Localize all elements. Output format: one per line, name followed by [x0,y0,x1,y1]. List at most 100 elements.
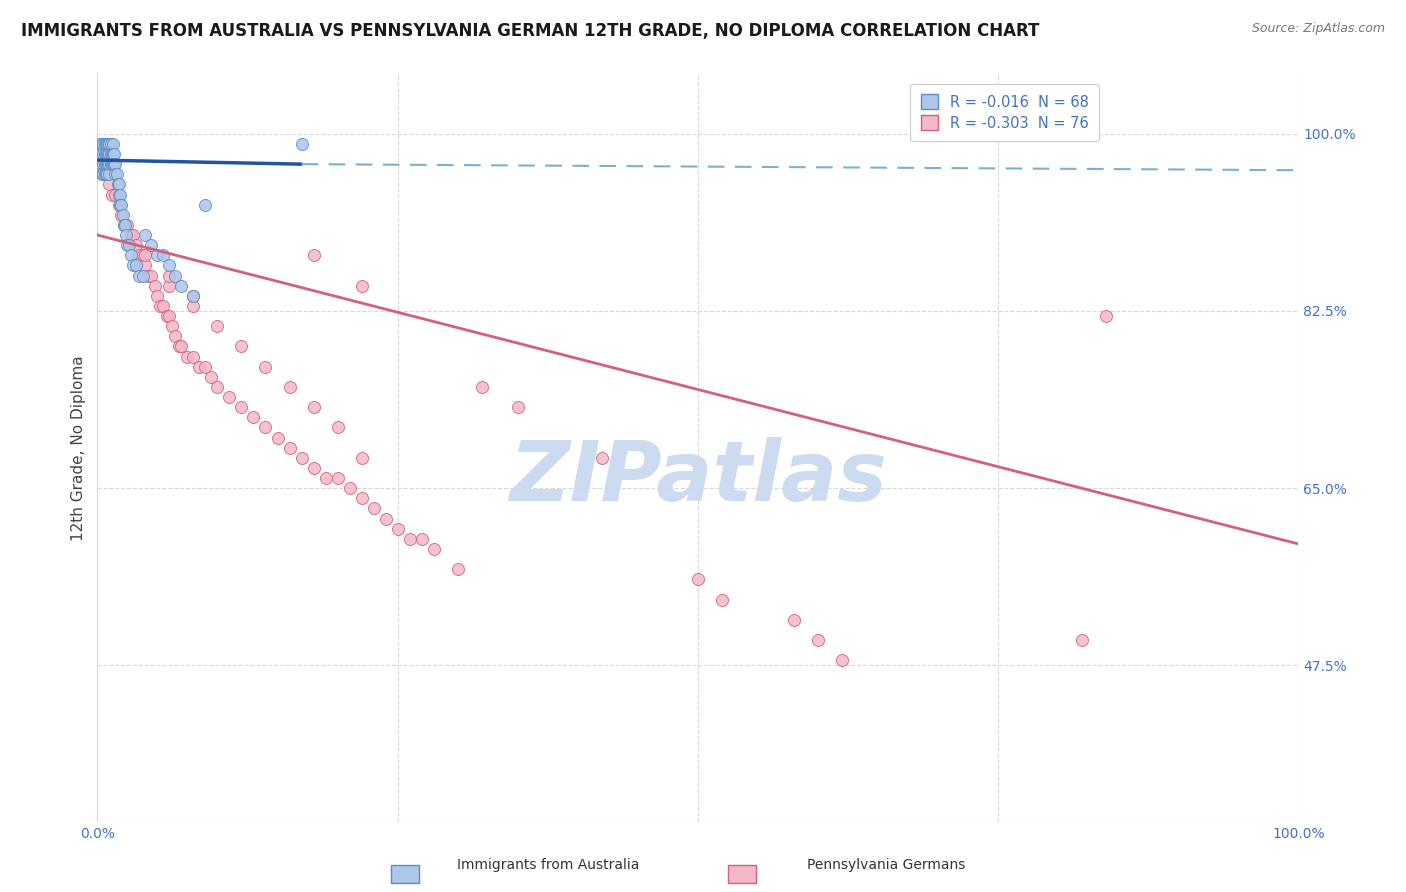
Point [194,359,217,374]
Text: IMMIGRANTS FROM AUSTRALIA VS PENNSYLVANIA GERMAN 12TH GRADE, NO DIPLOMA CORRELAT: IMMIGRANTS FROM AUSTRALIA VS PENNSYLVANI… [21,22,1039,40]
Point [188,359,211,374]
Point [97,147,120,161]
Point [98,157,121,171]
Point [231,339,253,353]
Point [591,450,613,465]
Point [326,471,349,485]
Point [90,147,112,161]
Point [94,147,117,161]
Point [103,157,125,171]
Point [94,167,117,181]
Point [93,157,115,171]
Point [350,491,373,506]
Point [266,431,288,445]
Point [96,136,118,151]
Point [183,350,205,364]
Point [398,532,420,546]
Point [96,167,118,181]
Point [98,147,121,161]
Point [167,339,190,353]
Point [117,238,139,252]
Point [141,268,163,283]
Point [326,420,349,434]
Point [90,157,112,171]
Point [165,268,187,283]
Text: Immigrants from Australia: Immigrants from Australia [457,858,640,872]
Point [374,511,396,525]
Point [200,369,222,384]
Point [103,147,125,161]
Point [278,380,301,394]
Point [93,157,115,171]
Point [471,380,494,394]
Text: Pennsylvania Germans: Pennsylvania Germans [807,858,965,872]
Point [104,187,127,202]
Point [387,522,409,536]
Point [91,136,114,151]
Point [447,562,470,576]
Point [114,218,136,232]
Point [157,268,180,283]
Point [93,157,115,171]
Point [97,136,120,151]
Point [315,471,337,485]
Point [183,289,205,303]
Text: Source: ZipAtlas.com: Source: ZipAtlas.com [1251,22,1385,36]
Point [105,167,128,181]
Point [302,248,325,262]
Point [183,299,205,313]
Point [339,481,361,495]
Point [363,501,385,516]
Point [134,248,156,262]
Point [120,248,142,262]
Point [183,289,205,303]
Point [112,218,135,232]
Text: ZIPatlas: ZIPatlas [509,437,887,518]
Point [110,208,132,222]
Point [194,197,217,211]
Point [254,359,277,374]
Point [110,197,132,211]
Point [93,136,115,151]
Point [107,178,129,192]
Point [100,147,122,161]
Point [141,238,163,252]
Point [143,278,166,293]
Point [156,309,179,323]
Point [136,268,159,283]
Point [125,238,148,252]
Point [290,136,312,151]
Point [94,136,117,151]
Point [157,278,180,293]
Point [207,380,229,394]
Point [134,259,156,273]
Point [96,167,118,181]
Point [117,238,139,252]
Point [98,167,121,181]
Point [134,227,156,242]
Point [132,248,155,262]
Point [104,167,127,181]
Point [112,218,135,232]
Point [132,268,155,283]
Point [100,136,122,151]
Point [122,227,145,242]
Point [91,167,114,181]
Point [108,197,131,211]
Point [93,147,115,161]
Point [302,401,325,415]
Point [104,157,127,171]
Point [807,633,830,648]
Point [146,289,169,303]
Y-axis label: 12th Grade, No Diploma: 12th Grade, No Diploma [72,355,86,541]
Point [290,450,312,465]
Point [350,450,373,465]
Point [506,401,529,415]
Point [157,309,180,323]
Point [108,197,131,211]
Point [128,268,150,283]
Point [101,157,124,171]
Point [101,136,124,151]
Point [93,167,115,181]
Point [108,178,131,192]
